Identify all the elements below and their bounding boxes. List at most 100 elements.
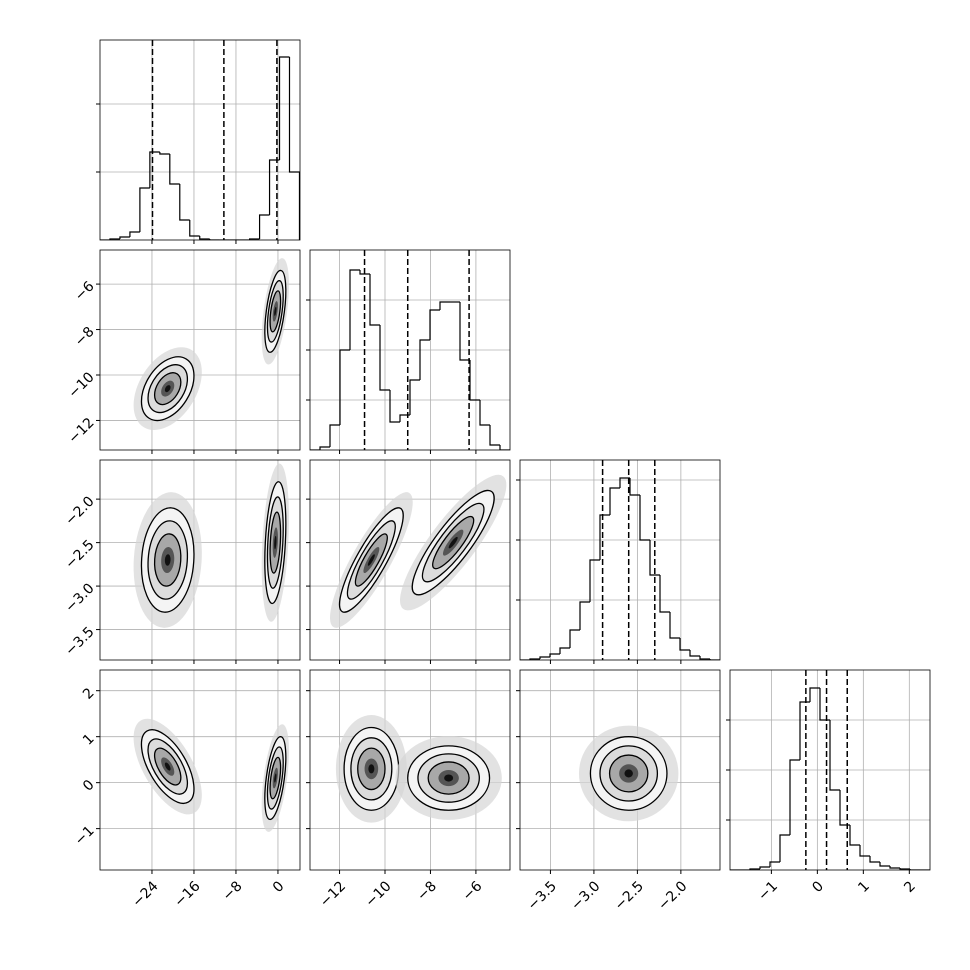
density-panel <box>100 670 300 870</box>
y-tick-label: 1 <box>80 731 98 749</box>
histogram-step <box>659 575 670 613</box>
y-tick-label: −1 <box>72 823 98 849</box>
x-tick-label: 2 <box>901 878 919 896</box>
histogram-step <box>669 612 680 639</box>
histogram-step <box>278 56 290 160</box>
histogram-step <box>559 647 570 654</box>
panel-frame <box>309 669 511 871</box>
density-panel <box>310 670 510 870</box>
x-tick-label: −8 <box>220 878 246 904</box>
histogram-step <box>759 866 770 869</box>
panel-frame <box>309 459 511 661</box>
panel-frame <box>99 459 301 661</box>
histogram-step <box>179 184 190 221</box>
density-panel <box>100 250 300 450</box>
histogram-step <box>439 301 450 310</box>
histogram-step <box>258 214 270 239</box>
histogram-step <box>189 220 200 237</box>
x-tick-label: −12 <box>317 878 349 910</box>
x-tick-label: −6 <box>460 878 486 904</box>
histogram-step <box>679 638 690 651</box>
histogram-step <box>569 629 580 648</box>
histogram-step <box>169 154 180 185</box>
y-tick-label: −8 <box>72 324 98 350</box>
histogram-step <box>489 425 500 446</box>
histogram-step <box>609 487 620 515</box>
histogram-step <box>699 656 710 660</box>
histogram-step <box>119 236 130 239</box>
histogram-step <box>129 231 140 237</box>
histogram-step <box>809 687 820 702</box>
density-contour <box>164 762 171 771</box>
histogram-step <box>829 720 840 791</box>
density-contour <box>367 554 375 566</box>
histogram-step <box>549 653 560 657</box>
histogram-step <box>349 269 360 350</box>
histogram-step <box>889 866 900 869</box>
histogram-step <box>579 601 590 630</box>
density-panel <box>310 460 510 660</box>
histogram-step <box>149 151 160 188</box>
histogram-step <box>619 477 630 488</box>
histogram-step <box>779 834 790 862</box>
histogram-step <box>379 325 390 391</box>
histogram-step <box>639 495 650 541</box>
x-tick-label: −16 <box>171 878 203 910</box>
y-tick-label: −3.0 <box>62 580 97 615</box>
histogram-step <box>909 869 920 870</box>
histogram-step <box>399 414 410 422</box>
histogram-step <box>389 390 400 423</box>
histogram-step <box>899 868 910 870</box>
histogram-step <box>288 57 300 240</box>
y-tick-label: −3.5 <box>62 624 97 659</box>
histogram-step <box>369 274 380 326</box>
density-contour <box>164 385 171 393</box>
histogram-step <box>329 424 340 447</box>
y-tick-label: −12 <box>65 415 97 447</box>
histogram-step <box>139 187 150 232</box>
y-tick-label: −2.0 <box>62 493 97 528</box>
histogram-step <box>769 861 780 867</box>
histogram-step <box>869 856 880 863</box>
histogram-step <box>819 688 830 721</box>
histogram-step <box>789 759 800 835</box>
y-tick-label: 0 <box>80 777 98 795</box>
x-tick-label: −3.5 <box>525 878 560 913</box>
panel-frame <box>99 249 301 451</box>
x-tick-label: −8 <box>414 878 440 904</box>
x-tick-label: −24 <box>129 878 161 910</box>
histogram-step <box>689 650 700 657</box>
y-tick-label: −2.5 <box>62 537 97 572</box>
panel-frame <box>519 459 721 661</box>
x-tick-label: 1 <box>855 878 873 896</box>
x-tick-label: 0 <box>270 878 288 896</box>
histogram-step <box>339 349 350 425</box>
histogram-step <box>879 862 890 867</box>
histogram-step <box>419 339 430 380</box>
histogram-step <box>199 236 210 240</box>
histogram-step <box>479 400 490 426</box>
histogram-step <box>159 152 170 155</box>
histogram-step <box>319 446 330 450</box>
x-tick-label: −3.0 <box>568 878 603 913</box>
y-tick-label: −10 <box>65 369 97 401</box>
density-panel <box>100 460 300 660</box>
x-tick-label: −1 <box>755 878 781 904</box>
panel-frame <box>99 39 301 241</box>
histogram-step <box>409 379 420 415</box>
panel-frame <box>99 669 301 871</box>
histogram-step <box>629 478 640 496</box>
histogram-panel <box>730 670 930 870</box>
y-tick-label: 2 <box>80 685 98 703</box>
histogram-step <box>849 825 860 846</box>
histogram-step <box>799 701 810 760</box>
histogram-step <box>469 360 480 401</box>
histogram-step <box>539 656 550 659</box>
histogram-panel <box>100 40 300 240</box>
panel-frame <box>519 669 721 871</box>
panel-frame <box>729 669 931 871</box>
histogram-step <box>649 540 660 576</box>
y-tick-label: −6 <box>72 278 98 304</box>
panel-frame <box>309 249 511 451</box>
x-tick-label: −2.5 <box>612 878 647 913</box>
